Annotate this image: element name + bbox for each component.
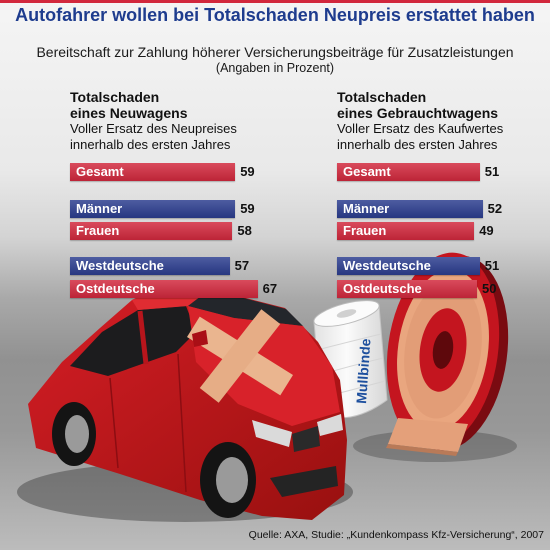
panel-title-line: eines Neuwagens xyxy=(70,105,188,121)
car-door-line xyxy=(109,377,119,469)
car-rim-front xyxy=(216,457,248,503)
bandage-brand-label: Mullbinde xyxy=(353,338,374,404)
car-door-line xyxy=(177,353,187,493)
bar-label-gebrauchtwagen-gesamt: Gesamt xyxy=(343,164,391,179)
toy-car xyxy=(28,291,347,520)
bar-gebrauchtwagen-gesamt: Gesamt xyxy=(337,163,480,181)
value-label-gebrauchtwagen-frauen: 49 xyxy=(479,223,494,238)
panel-title-line: eines Gebrauchtwagens xyxy=(337,105,499,121)
car-grille xyxy=(292,426,320,452)
bar-neuwagen-westdeutsche: Westdeutsche xyxy=(70,257,230,275)
bar-gebrauchtwagen-ostdeutsche: Ostdeutsche xyxy=(337,280,477,298)
value-label-gebrauchtwagen-westdeutsche: 51 xyxy=(484,258,500,273)
adhesive-tape-roll xyxy=(386,252,509,456)
bar-label-neuwagen-frauen: Frauen xyxy=(76,223,120,238)
bar-label-gebrauchtwagen-maenner: Männer xyxy=(343,201,390,216)
car-headlight-left xyxy=(252,420,292,447)
bar-gebrauchtwagen-frauen: Frauen xyxy=(337,222,475,240)
panel-subtitle-line: Voller Ersatz des Kaufwertes xyxy=(337,121,504,136)
top-accent-line xyxy=(0,0,550,3)
value-label-gebrauchtwagen-maenner: 52 xyxy=(487,201,503,216)
gauze-bandage-roll: Mullbinde xyxy=(313,300,388,419)
panel-title-line: Totalschaden xyxy=(337,89,427,105)
plaster-cross xyxy=(186,309,294,403)
car-b-pillar xyxy=(137,310,149,365)
bar-neuwagen-ostdeutsche: Ostdeutsche xyxy=(70,280,258,298)
bar-label-neuwagen-gesamt: Gesamt xyxy=(76,164,124,179)
panel-heading-neuwagen: Totalschaden eines Neuwagens Voller Ersa… xyxy=(70,89,237,153)
panel-subtitle-line: innerhalb des ersten Jahres xyxy=(337,137,498,152)
value-label-neuwagen-frauen: 58 xyxy=(237,223,252,238)
value-label-neuwagen-gesamt: 59 xyxy=(240,164,255,179)
value-label-neuwagen-westdeutsche: 57 xyxy=(234,258,250,273)
car-side-windows xyxy=(70,306,196,376)
value-label-neuwagen-ostdeutsche: 67 xyxy=(262,281,278,296)
car-mirror xyxy=(192,330,208,347)
bar-label-gebrauchtwagen-westdeutsche: Westdeutsche xyxy=(343,258,431,273)
car-rim-rear xyxy=(65,415,89,453)
panel-title-line: Totalschaden xyxy=(70,89,160,105)
bar-neuwagen-maenner: Männer xyxy=(70,200,236,218)
unit-note: (Angaben in Prozent) xyxy=(215,61,335,75)
chart-subtitle: Bereitschaft zur Zahlung höherer Versich… xyxy=(36,44,514,60)
value-label-neuwagen-maenner: 59 xyxy=(240,201,255,216)
car-bumper-grille xyxy=(270,466,338,497)
bar-gebrauchtwagen-maenner: Männer xyxy=(337,200,483,218)
bar-label-neuwagen-westdeutsche: Westdeutsche xyxy=(76,258,164,273)
car-headlight-right xyxy=(317,414,343,436)
bar-label-neuwagen-maenner: Männer xyxy=(76,201,123,216)
bar-label-gebrauchtwagen-frauen: Frauen xyxy=(343,223,387,238)
panel-subtitle-line: Voller Ersatz des Neupreises xyxy=(70,121,237,136)
bar-label-neuwagen-ostdeutsche: Ostdeutsche xyxy=(76,281,155,296)
car-windshield xyxy=(188,293,303,326)
value-label-gebrauchtwagen-gesamt: 51 xyxy=(484,164,500,179)
page-title: Autofahrer wollen bei Totalschaden Neupr… xyxy=(15,5,535,25)
bar-neuwagen-gesamt: Gesamt xyxy=(70,163,236,181)
panel-heading-gebrauchtwagen: Totalschaden eines Gebrauchtwagens Volle… xyxy=(337,89,503,153)
bar-gebrauchtwagen-westdeutsche: Westdeutsche xyxy=(337,257,480,275)
source-note: Quelle: AXA, Studie: „Kundenkompass Kfz-… xyxy=(248,529,544,541)
bar-label-gebrauchtwagen-ostdeutsche: Ostdeutsche xyxy=(343,281,422,296)
value-label-gebrauchtwagen-ostdeutsche: 50 xyxy=(482,281,497,296)
bar-neuwagen-frauen: Frauen xyxy=(70,222,233,240)
panel-subtitle-line: innerhalb des ersten Jahres xyxy=(70,137,231,152)
